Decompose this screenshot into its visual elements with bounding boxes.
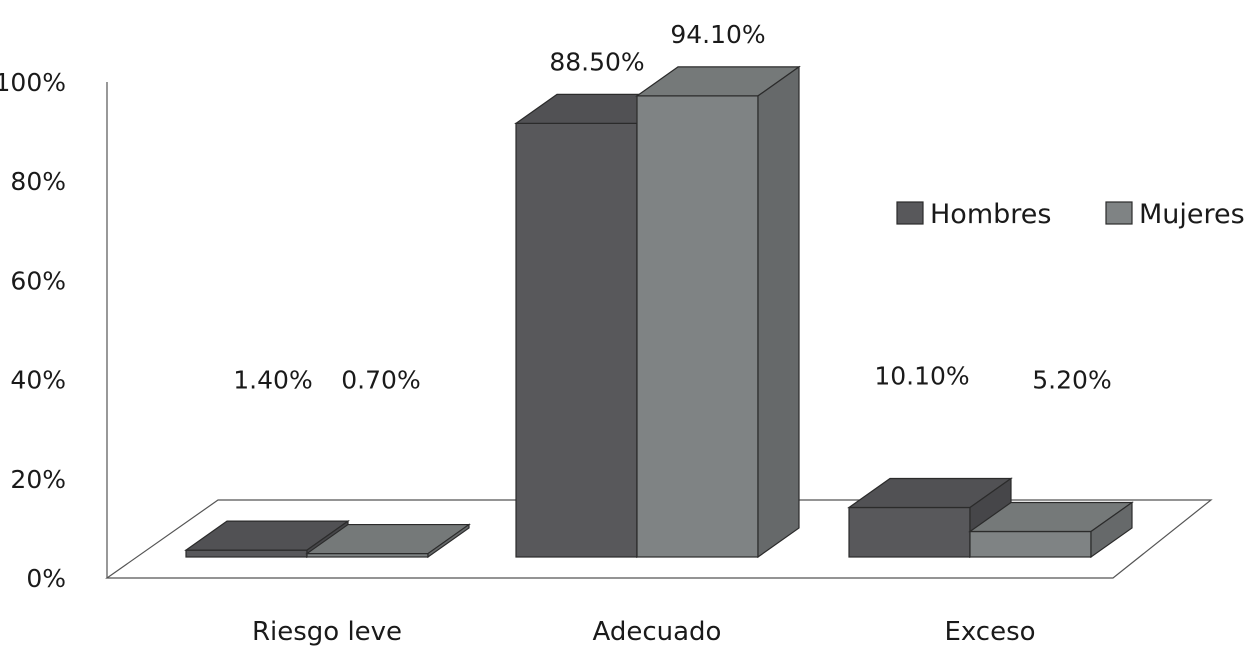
legend-label: Mujeres bbox=[1139, 199, 1245, 230]
legend-label: Hombres bbox=[930, 199, 1051, 230]
y-tick-label: 40% bbox=[10, 366, 66, 395]
y-tick-label: 60% bbox=[10, 266, 66, 295]
x-axis-categories: Riesgo leve Adecuado Exceso bbox=[252, 617, 1036, 647]
legend-swatch bbox=[896, 201, 924, 225]
y-axis-ticks: 0% 20% 40% 60% 80% 100% bbox=[0, 68, 66, 593]
legend-item-mujeres: Mujeres bbox=[1105, 199, 1245, 230]
x-category-label: Adecuado bbox=[593, 617, 722, 647]
data-label: 10.10% bbox=[874, 362, 969, 391]
bar-side bbox=[757, 65, 800, 559]
bar-front bbox=[848, 506, 971, 558]
bar-front bbox=[636, 95, 759, 558]
bar-mujeres-3: 5.20% bbox=[968, 366, 1134, 559]
x-category-label: Riesgo leve bbox=[252, 617, 402, 647]
bar-marks: 1.40% 0.70% 88.50% 94.10% 10.10% 5.20% bbox=[184, 20, 1134, 559]
y-tick-label: 0% bbox=[26, 564, 66, 593]
bar-front bbox=[969, 530, 1092, 558]
legend-item-hombres: Hombres bbox=[896, 199, 1051, 230]
legend-swatch bbox=[1105, 201, 1133, 225]
bar-hombres-1: 1.40% bbox=[184, 366, 350, 559]
legend: Hombres Mujeres bbox=[896, 199, 1245, 230]
bar-mujeres-2: 94.10% bbox=[635, 20, 801, 559]
bar-side bbox=[1090, 501, 1133, 559]
bar-side bbox=[427, 523, 470, 559]
bar-front bbox=[185, 549, 308, 558]
data-label: 0.70% bbox=[341, 366, 420, 395]
bar-mujeres-1: 0.70% bbox=[305, 366, 471, 559]
data-label: 1.40% bbox=[233, 366, 312, 395]
data-label: 94.10% bbox=[670, 20, 765, 49]
data-label: 88.50% bbox=[549, 47, 644, 76]
y-tick-label: 20% bbox=[10, 465, 66, 494]
x-category-label: Exceso bbox=[944, 617, 1035, 647]
bar-front bbox=[515, 122, 638, 558]
y-tick-label: 80% bbox=[10, 167, 66, 196]
y-tick-label: 100% bbox=[0, 68, 66, 97]
data-label: 5.20% bbox=[1032, 366, 1111, 395]
